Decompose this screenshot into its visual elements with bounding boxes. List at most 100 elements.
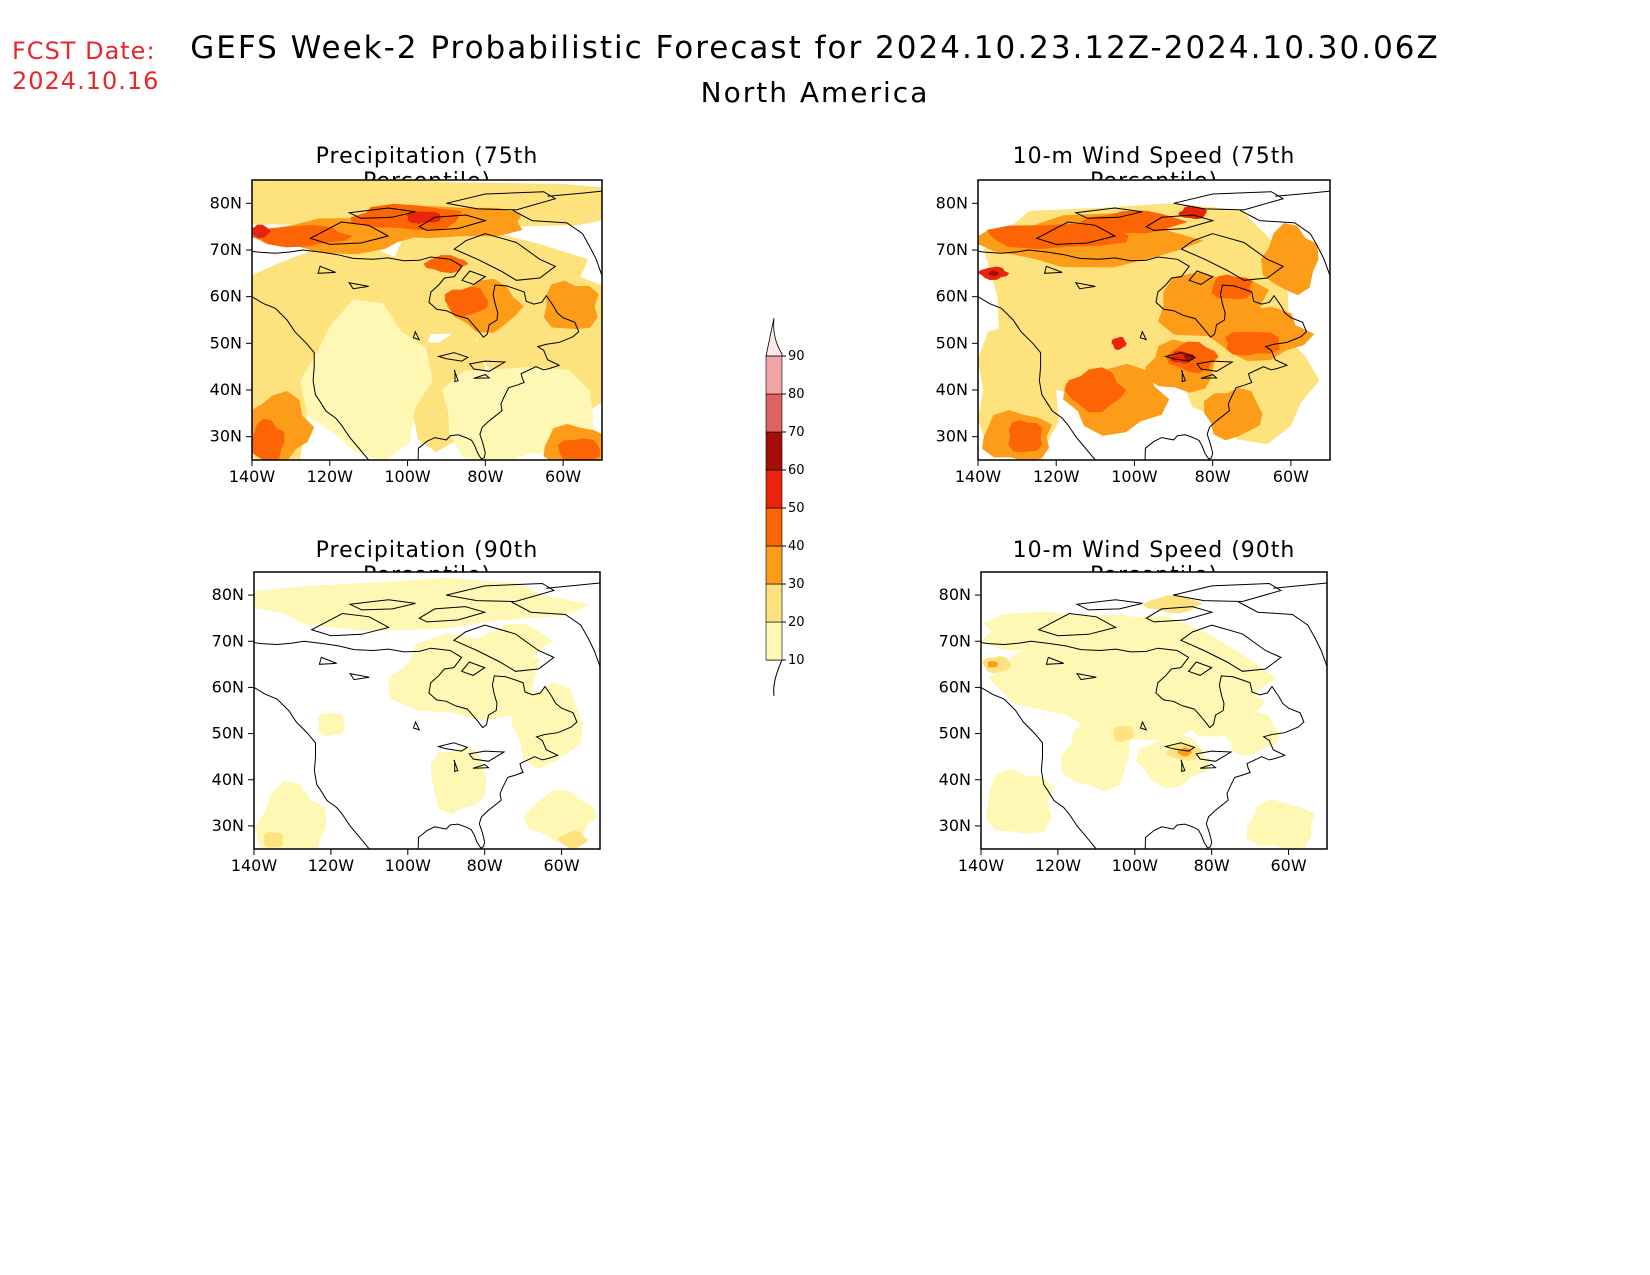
lat-tick-label: 50N <box>939 724 971 743</box>
coastline-island <box>1199 763 1217 769</box>
shade-region <box>1246 799 1316 849</box>
shade-region <box>523 790 598 844</box>
color-bar-top-tip <box>765 317 783 357</box>
color-bar-segment <box>765 507 783 547</box>
coastline-island <box>1145 606 1214 623</box>
coastline-island <box>1179 624 1282 672</box>
map-frame <box>253 571 601 850</box>
shade-region <box>557 830 589 849</box>
lon-tick-label: 100W <box>384 467 431 486</box>
lon-tick-label: 60W <box>545 467 581 486</box>
coastline-island <box>418 214 488 231</box>
color-bar-label: 20 <box>788 615 805 630</box>
fcst-date-value: 2024.10.16 <box>12 67 160 95</box>
coastline-island <box>468 750 506 762</box>
coastline-island <box>349 672 370 681</box>
color-bar-label: 50 <box>788 501 805 516</box>
lat-tick-label: 60N <box>936 287 968 306</box>
lat-tick-label: 60N <box>210 287 242 306</box>
color-bar-label: 40 <box>788 539 805 554</box>
lon-tick-label: 80W <box>467 856 503 875</box>
coastline-island <box>1037 612 1117 637</box>
coastline-west <box>254 686 370 849</box>
fcst-date-caption: FCST Date: <box>12 37 156 65</box>
shade-region <box>444 286 489 318</box>
shade-region <box>406 211 441 224</box>
lon-tick-label: 60W <box>1273 467 1309 486</box>
lon-tick-label: 140W <box>958 856 1005 875</box>
shade-region <box>987 661 998 668</box>
shade-region <box>252 224 353 248</box>
lon-tick-label: 80W <box>467 467 503 486</box>
coastline-island <box>1145 214 1215 231</box>
shade-region <box>1113 725 1134 743</box>
shade-region <box>1260 223 1319 296</box>
coastline-island <box>1180 233 1285 281</box>
lat-tick-label: 30N <box>212 816 244 835</box>
color-bar-bottom-tip <box>766 659 783 697</box>
shade-region <box>1221 711 1281 756</box>
coastline-greenland-north <box>1275 190 1330 197</box>
color-bar-label: 30 <box>788 577 805 592</box>
lon-tick-label: 120W <box>1035 856 1082 875</box>
lat-tick-label: 30N <box>936 427 968 446</box>
color-bar-label: 10 <box>788 653 805 668</box>
shade-region <box>511 682 584 769</box>
coastline-island <box>1074 207 1143 219</box>
shade-region <box>1142 595 1203 614</box>
lat-tick-label: 30N <box>210 427 242 446</box>
coastline-island <box>1173 191 1285 211</box>
coastline-east <box>254 640 578 849</box>
color-bar-segment <box>765 583 783 623</box>
lon-tick-label: 140W <box>229 467 276 486</box>
coastline-east <box>978 249 1308 460</box>
coastline-island <box>308 221 390 245</box>
lon-tick-label: 80W <box>1195 467 1231 486</box>
map-frame <box>980 571 1328 850</box>
shaded-field <box>252 180 602 460</box>
coastline-greenland <box>511 601 600 669</box>
shade-region <box>543 280 599 330</box>
lat-tick-label: 80N <box>210 193 242 212</box>
coastline-greenland <box>1239 209 1330 278</box>
page-title: GEFS Week-2 Probabilistic Forecast for 2… <box>190 30 1440 66</box>
lon-tick-label: 140W <box>955 467 1002 486</box>
coastline-island <box>452 624 555 672</box>
shade-region <box>981 611 1155 652</box>
shade-region <box>388 633 540 722</box>
lon-tick-label: 120W <box>307 467 354 486</box>
lat-tick-label: 80N <box>936 193 968 212</box>
lon-tick-label: 100W <box>385 856 432 875</box>
shade-region <box>1224 331 1280 356</box>
map-panel-wind90: 80N 70N 60N 50N 40N 30N 140W 120W 100W 80W 60W <box>939 571 1328 875</box>
coastline-greenland-north <box>547 190 602 197</box>
lat-tick-label: 40N <box>212 770 244 789</box>
coastline-west <box>978 296 1096 460</box>
coastline-island <box>1180 369 1186 383</box>
forecast-date-label: FCST Date: 2024.10.16 <box>12 36 159 96</box>
color-bar-segment <box>765 431 783 471</box>
shade-region <box>985 768 1055 835</box>
coastline-island <box>1043 265 1063 274</box>
coastline-greenland <box>1238 601 1327 669</box>
coastline-east <box>981 640 1305 849</box>
coastline-west <box>981 686 1097 849</box>
coastline-island <box>347 207 416 219</box>
coastline-island <box>453 369 459 383</box>
lat-tick-label: 70N <box>212 631 244 650</box>
coastline-east <box>252 249 580 460</box>
shade-region <box>1008 420 1043 453</box>
coastline-island <box>1163 742 1196 752</box>
coastline-island <box>1139 330 1148 341</box>
coastline-greenland <box>512 209 602 278</box>
lon-tick-label: 100W <box>1112 856 1159 875</box>
coastline-island <box>1075 599 1143 611</box>
lon-tick-label: 60W <box>1270 856 1306 875</box>
lat-tick-label: 50N <box>210 333 242 352</box>
lat-tick-label: 40N <box>939 770 971 789</box>
coastline-island <box>1163 352 1197 362</box>
coastline-island <box>436 352 469 362</box>
lat-tick-label: 70N <box>939 631 971 650</box>
color-bar-segment <box>765 355 783 395</box>
color-bar-segment <box>765 469 783 509</box>
